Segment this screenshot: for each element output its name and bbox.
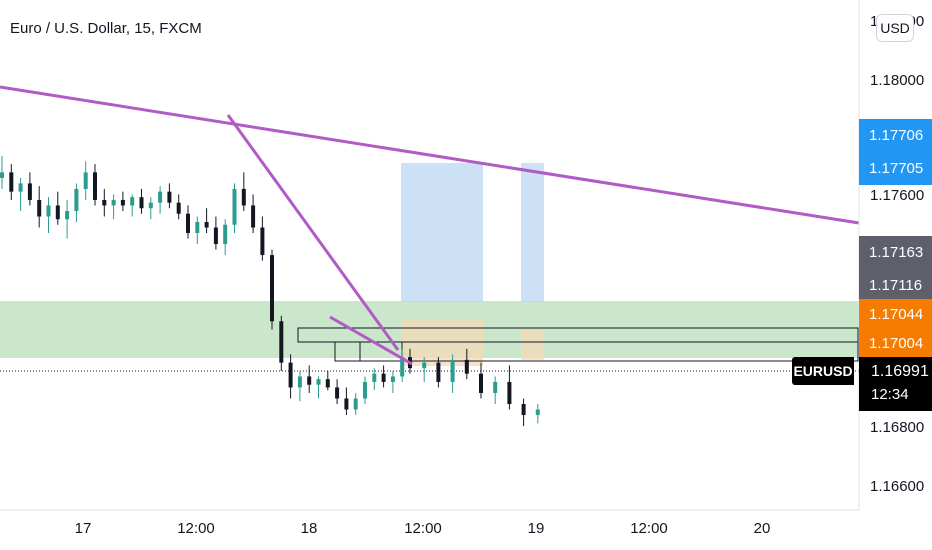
trendline-main[interactable] — [0, 85, 860, 225]
x-tick-label: 19 — [528, 520, 545, 537]
candle-body — [9, 172, 14, 192]
candle-body — [288, 362, 293, 388]
candle-body — [241, 188, 246, 206]
candle-body — [213, 227, 218, 245]
candle-body — [493, 381, 498, 393]
x-tick-label: 12:00 — [177, 520, 215, 537]
candle-body — [167, 191, 172, 203]
symbol-badge: EURUSD — [792, 357, 854, 385]
bar-countdown: 12:34 — [871, 386, 909, 403]
x-tick-label: 18 — [301, 520, 318, 537]
candle-body — [316, 379, 321, 385]
candle-body — [436, 362, 441, 382]
candle-body — [111, 199, 116, 206]
x-tick-label: 20 — [754, 520, 771, 537]
price-badge: 1.17705 — [859, 152, 932, 185]
trendline-short[interactable] — [329, 315, 413, 366]
candle-body — [325, 379, 330, 388]
candle-body — [353, 398, 358, 410]
position-zone-b — [521, 163, 544, 302]
candle-body — [422, 362, 427, 369]
candle-body — [65, 210, 70, 220]
y-tick-label: 1.16600 — [870, 478, 924, 495]
candle-body — [535, 409, 540, 416]
candle-body — [335, 387, 340, 399]
candle-body — [479, 373, 483, 393]
candle-body — [400, 357, 405, 377]
candle-body — [18, 183, 23, 192]
candle-body — [46, 205, 51, 217]
candle-body — [120, 199, 125, 206]
price-badge: 1.17163 — [859, 236, 932, 269]
candle-body — [176, 202, 181, 214]
candle-body — [148, 202, 153, 209]
candle-body — [83, 172, 88, 189]
candle-body — [390, 376, 395, 382]
position-zone-a-loss — [401, 320, 483, 366]
x-tick-label: 17 — [75, 520, 92, 537]
x-tick-label: 12:00 — [404, 520, 442, 537]
candle-body — [186, 213, 190, 234]
candle-body — [102, 199, 107, 206]
position-zone-a — [401, 163, 483, 302]
last-price-value: 1.16991 — [871, 363, 929, 380]
candle-body — [270, 255, 274, 322]
candle-body — [260, 227, 265, 256]
candle-body — [93, 172, 97, 200]
candle-body — [0, 172, 4, 178]
x-tick-label: 12:00 — [630, 520, 668, 537]
currency-button[interactable]: USD — [876, 14, 914, 42]
candle-body — [55, 205, 60, 220]
candle-body — [363, 381, 367, 399]
price-badge: 1.17004 — [859, 329, 932, 357]
candle-body — [464, 359, 469, 374]
candle-body — [139, 197, 144, 209]
candles-group — [0, 155, 540, 427]
candle-body — [344, 398, 349, 410]
candle-body — [279, 321, 284, 363]
y-tick-label: 1.17600 — [870, 187, 924, 204]
last-price-label: 1.16991 12:34 — [859, 357, 932, 411]
candle-body — [507, 381, 512, 404]
candle-body — [297, 376, 302, 388]
price-badge: 1.17116 — [859, 269, 932, 302]
candle-body — [130, 197, 135, 206]
candle-body — [204, 222, 209, 228]
candle-body — [74, 188, 79, 211]
candle-body — [223, 224, 228, 245]
candle-body — [251, 205, 256, 228]
x-axis[interactable]: 17 12:00 18 12:00 19 12:00 20 — [75, 520, 771, 537]
candle-body — [158, 191, 163, 203]
y-tick-label: 1.18000 — [870, 72, 924, 89]
position-zone-b-loss — [521, 330, 544, 360]
chart-title: Euro / U.S. Dollar, 15, FXCM — [10, 20, 202, 37]
candle-body — [521, 404, 526, 416]
candle-body — [450, 359, 455, 382]
candle-body — [27, 183, 32, 200]
candle-body — [307, 376, 312, 385]
trendline-steep[interactable] — [226, 114, 400, 351]
candle-body — [195, 222, 200, 234]
price-badge: 1.17044 — [859, 299, 932, 329]
y-tick-label: 1.16800 — [870, 419, 924, 436]
candle-body — [232, 188, 237, 225]
candle-body — [37, 199, 42, 217]
candle-body — [372, 373, 377, 382]
price-badge: 1.17706 — [859, 119, 932, 152]
candle-body — [381, 373, 386, 382]
